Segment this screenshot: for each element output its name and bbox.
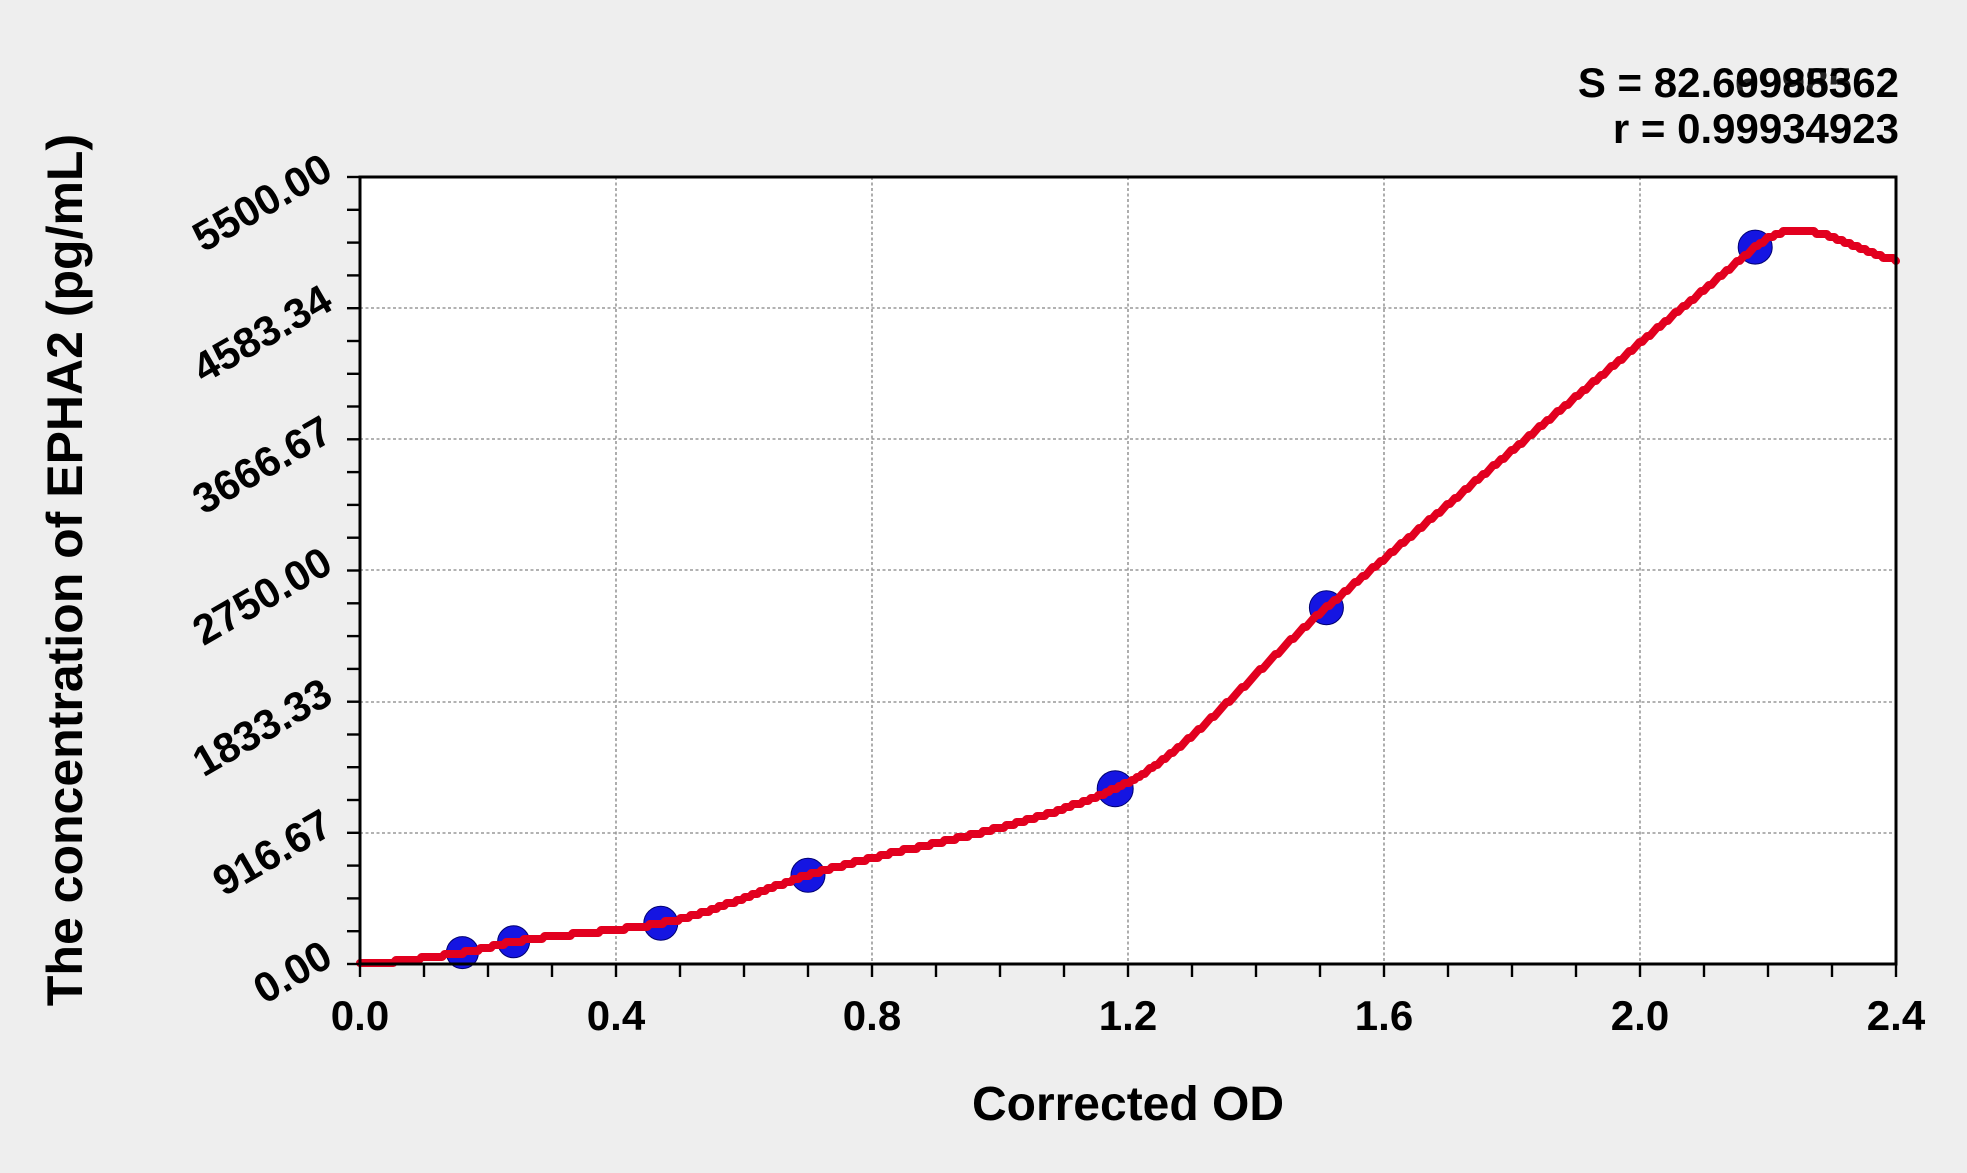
svg-text:0.4: 0.4 xyxy=(587,992,646,1039)
svg-text:1.6: 1.6 xyxy=(1355,992,1413,1039)
svg-text:The concentration of EPHA2 (pg: The concentration of EPHA2 (pg/mL) xyxy=(37,134,93,1006)
svg-text:2.4: 2.4 xyxy=(1867,992,1926,1039)
svg-text:1.2: 1.2 xyxy=(1099,992,1157,1039)
svg-text:69985: 69985 xyxy=(1735,59,1852,106)
svg-text:Corrected OD: Corrected OD xyxy=(972,1078,1284,1131)
svg-text:0.0: 0.0 xyxy=(331,992,389,1039)
svg-text:r = 0.99934923: r = 0.99934923 xyxy=(1613,105,1899,152)
svg-text:0.8: 0.8 xyxy=(843,992,901,1039)
svg-text:2.0: 2.0 xyxy=(1611,992,1669,1039)
